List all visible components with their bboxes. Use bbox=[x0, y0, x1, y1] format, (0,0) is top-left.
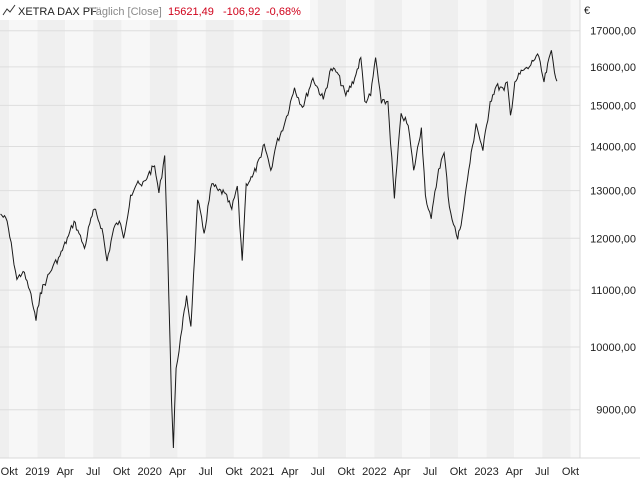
y-axis-panel bbox=[580, 0, 640, 458]
time-band bbox=[9, 0, 38, 458]
x-tick-label: Apr bbox=[281, 466, 298, 478]
x-tick-label: Okt bbox=[225, 466, 242, 478]
y-tick-label: 16000,00 bbox=[590, 62, 636, 74]
grid-lines bbox=[0, 30, 580, 411]
y-tick-label: 15000,00 bbox=[590, 100, 636, 112]
time-band bbox=[262, 0, 290, 458]
time-band bbox=[458, 0, 487, 458]
x-tick-label: 2020 bbox=[137, 466, 161, 478]
x-axis-ticks: Okt 2019 Apr Jul Okt 2020 Apr Jul Okt 2021 Apr Jul O… bbox=[1, 466, 579, 478]
time-band bbox=[37, 0, 66, 458]
x-tick-label: 2019 bbox=[25, 466, 49, 478]
y-tick-label: 9000,00 bbox=[596, 405, 636, 417]
time-band bbox=[93, 0, 122, 458]
interval-label: Täglich [Close] bbox=[89, 6, 162, 18]
x-tick-label: 2021 bbox=[250, 466, 274, 478]
time-bands bbox=[0, 0, 580, 458]
y-tick-label: 14000,00 bbox=[590, 141, 636, 153]
time-band bbox=[570, 0, 580, 458]
time-band bbox=[430, 0, 459, 458]
time-band bbox=[149, 0, 178, 458]
header-background bbox=[0, 0, 310, 20]
y-tick-label: 13000,00 bbox=[590, 186, 636, 198]
time-band bbox=[317, 0, 347, 458]
y-tick-label: 12000,00 bbox=[590, 233, 636, 245]
x-tick-label: Okt bbox=[1, 466, 18, 478]
x-tick-label: 2023 bbox=[474, 466, 498, 478]
time-band bbox=[402, 0, 431, 458]
x-tick-label: Apr bbox=[169, 466, 186, 478]
chart-header: XETRA DAX PF Täglich [Close] 15621,49 -1… bbox=[0, 0, 310, 20]
x-tick-label: Jul bbox=[423, 466, 437, 478]
time-band bbox=[374, 0, 403, 458]
time-band bbox=[121, 0, 150, 458]
x-tick-label: Okt bbox=[113, 466, 130, 478]
time-band bbox=[205, 0, 234, 458]
x-tick-label: 2022 bbox=[362, 466, 386, 478]
x-tick-label: Jul bbox=[86, 466, 100, 478]
x-tick-label: Okt bbox=[450, 466, 467, 478]
price-change-percent: -0,68% bbox=[266, 6, 301, 18]
last-price: 15621,49 bbox=[168, 6, 214, 18]
time-band bbox=[233, 0, 263, 458]
x-tick-label: Okt bbox=[562, 466, 579, 478]
time-band bbox=[486, 0, 515, 458]
line-chart-icon bbox=[2, 4, 16, 16]
time-band bbox=[65, 0, 94, 458]
y-axis-ticks: 9000,00 10000,00 11000,00 12000,00 13000,00 1… bbox=[590, 26, 636, 417]
x-tick-label: Jul bbox=[311, 466, 325, 478]
y-tick-label: 11000,00 bbox=[591, 285, 636, 297]
x-tick-label: Apr bbox=[393, 466, 410, 478]
x-tick-label: Apr bbox=[506, 466, 523, 478]
y-tick-label: 10000,00 bbox=[590, 342, 636, 354]
time-band bbox=[177, 0, 206, 458]
time-band bbox=[289, 0, 318, 458]
x-tick-label: Jul bbox=[535, 466, 549, 478]
instrument-name: XETRA DAX PF bbox=[18, 6, 97, 18]
y-unit-label: € bbox=[584, 5, 590, 17]
x-tick-label: Okt bbox=[338, 466, 355, 478]
price-change: -106,92 bbox=[223, 6, 260, 18]
time-band bbox=[542, 0, 571, 458]
time-band bbox=[514, 0, 543, 458]
price-line bbox=[0, 50, 558, 449]
x-tick-label: Apr bbox=[57, 466, 74, 478]
y-tick-label: 17000,00 bbox=[590, 26, 636, 38]
time-band bbox=[346, 0, 375, 458]
x-tick-label: Jul bbox=[199, 466, 213, 478]
time-band bbox=[0, 0, 10, 458]
